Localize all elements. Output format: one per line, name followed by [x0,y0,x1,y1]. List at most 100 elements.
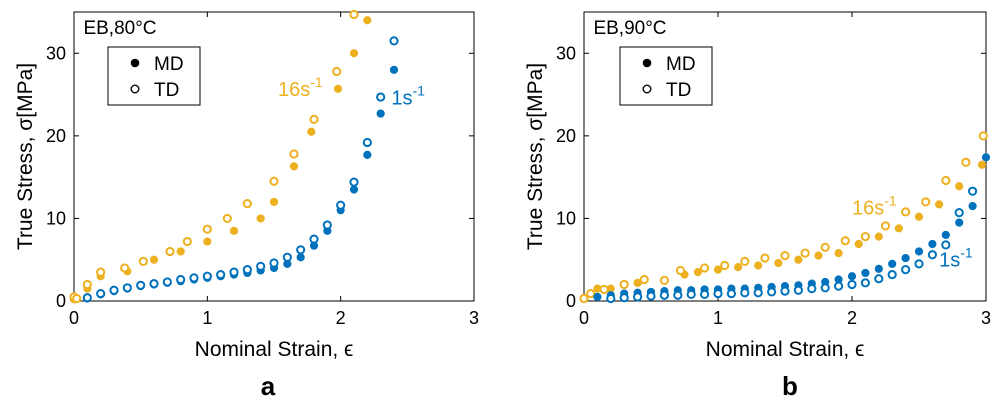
data-point [887,269,897,280]
data-point [639,274,649,285]
data-point [82,279,92,290]
data-point [780,250,790,261]
data-point [854,239,863,249]
panel-title: EB,80°C [83,18,156,39]
data-point [203,237,212,246]
x-tick-label: 3 [469,308,479,328]
data-point [774,258,783,268]
data-point [901,253,910,263]
rate-annotation-sup: -1 [412,82,425,98]
data-point [269,258,279,268]
rate-annotation: 16s-1 [852,192,897,219]
data-point [978,131,988,141]
data-point [322,220,332,230]
data-point [222,213,232,224]
legend-marker [642,58,652,68]
data-point [935,200,944,209]
rate-annotation-base: 1s [391,87,412,109]
data-point [149,255,159,264]
data-point [189,273,199,283]
data-point [700,289,710,299]
data-point [96,288,106,299]
data-point [928,239,937,249]
rate-annotation-sup: -1 [310,74,323,90]
data-point [874,274,884,284]
data-point [693,268,703,277]
legend-marker [130,84,140,94]
data-point [269,197,279,207]
data-point [914,212,924,221]
data-point [860,231,871,242]
data-point [82,293,92,303]
x-tick-label: 0 [69,308,79,328]
panel-title: EB,90°C [593,18,666,39]
rate-annotation: 16s-1 [278,74,323,101]
legend-label: MD [154,54,184,75]
legend-label: TD [154,80,179,101]
data-point [981,153,991,162]
data-point [713,288,723,299]
data-point [182,236,192,247]
data-point [349,185,359,194]
data-point [941,240,951,250]
data-point [333,84,343,93]
y-tick-label: 10 [556,208,576,228]
data-point [860,278,871,288]
data-point [256,261,266,271]
y-tick-label: 30 [556,43,576,63]
y-axis-label: True Stress, σ[MPa] [14,63,37,250]
legend-label: MD [666,54,696,75]
data-point [122,283,132,293]
data-point [955,218,964,227]
data-point [176,274,186,285]
data-point [363,150,372,159]
data-point [269,176,279,186]
data-point [296,253,305,262]
y-axis-label: True Stress, σ[MPa] [524,63,547,250]
data-point [202,224,212,234]
data-point [840,236,850,246]
data-point [176,247,185,256]
data-point [289,149,299,159]
data-point [793,285,804,295]
data-point [136,280,146,290]
data-point [921,197,931,207]
legend-label: TD [666,80,691,101]
rate-annotation-base: 16s [852,197,884,219]
data-point [753,288,763,298]
data-point [847,272,857,281]
data-point [720,260,730,271]
data-point [586,288,596,299]
data-point [599,284,609,295]
rate-annotation-sup: -1 [960,244,973,260]
data-point [713,265,723,274]
data-point [619,293,629,303]
data-point [362,137,372,148]
data-point [767,287,777,297]
data-point [754,261,763,270]
data-point [834,281,844,291]
data-point [120,263,130,273]
data-point [138,256,148,266]
data-point [659,275,670,285]
legend-marker [642,84,652,94]
data-point [389,36,399,46]
data-point [229,267,239,277]
data-point [894,224,904,233]
y-tick-label: 20 [46,126,66,146]
data-point [349,177,359,187]
data-point [242,265,252,275]
y-tick-label: 20 [556,126,576,146]
data-point [760,253,770,263]
data-point [794,255,803,264]
data-point [149,279,159,289]
data-point [289,162,299,171]
data-point [165,246,175,257]
data-point [646,291,656,301]
data-point [955,182,964,191]
x-tick-label: 2 [847,308,857,328]
x-tick-label: 1 [202,308,212,328]
data-point [349,9,359,20]
data-point [780,286,790,296]
